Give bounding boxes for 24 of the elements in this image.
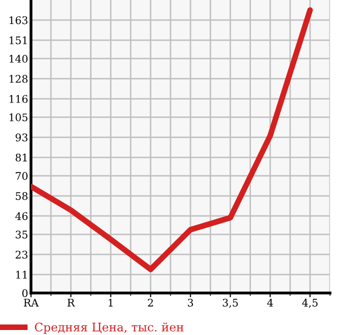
y-tick-label: 93 xyxy=(16,134,28,142)
y-tick-label: 11 xyxy=(16,270,27,279)
y-tick-label: 0 xyxy=(22,289,28,298)
y-tick-label: 23 xyxy=(16,250,28,259)
x-tick-label: 4 xyxy=(267,298,273,306)
x-tick-label: 4,5 xyxy=(302,298,318,308)
x-tick-label: RA xyxy=(24,298,39,306)
x-tick-label: 3 xyxy=(188,298,194,307)
y-tick-label: 70 xyxy=(16,172,28,180)
x-tick-label: 2 xyxy=(148,298,153,306)
y-tick-label: 128 xyxy=(10,74,28,83)
legend-label: Средняя Цена, тыс. йен xyxy=(34,322,184,334)
y-tick-label: 81 xyxy=(16,154,27,162)
y-tick-label: 105 xyxy=(10,113,28,122)
x-tick-label: 1 xyxy=(108,298,113,306)
y-tick-label: 140 xyxy=(10,54,28,63)
x-tick-label: R xyxy=(68,298,76,306)
x-tick-label: 3,5 xyxy=(222,298,238,308)
y-tick-label: 58 xyxy=(16,192,28,200)
y-tick-label: 116 xyxy=(10,95,28,103)
y-tick-label: 151 xyxy=(10,36,27,44)
y-tick-label: 35 xyxy=(16,230,28,239)
y-tick-label: 46 xyxy=(15,212,28,220)
y-tick-label: 163 xyxy=(10,16,28,24)
